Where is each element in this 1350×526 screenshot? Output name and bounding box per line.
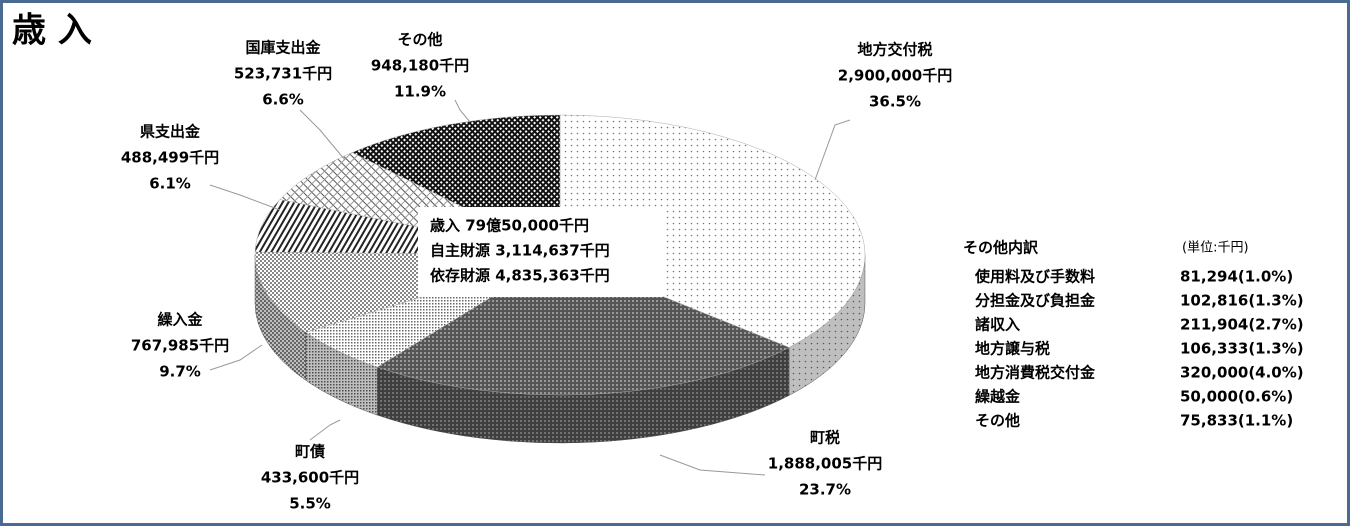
- slice-label: 国庫支出金: [245, 39, 321, 57]
- leader-line: [209, 344, 263, 371]
- breakdown-value: 102,816(1.3%): [1180, 292, 1304, 310]
- slice-value-label: 488,499千円: [121, 149, 219, 167]
- slice-percent-label: 9.7%: [159, 363, 201, 381]
- breakdown-unit: (単位:千円): [1182, 240, 1249, 256]
- slice-side-shade: [789, 255, 865, 396]
- slice-percent-label: 11.9%: [394, 83, 446, 101]
- breakdown-title: その他内訳: [963, 239, 1039, 257]
- leader-line: [309, 419, 341, 441]
- slice-value-label: 433,600千円: [261, 469, 359, 487]
- leader-line: [299, 109, 346, 161]
- breakdown-name: 地方譲与税: [975, 340, 1050, 358]
- slice-percent-label: 6.6%: [262, 91, 304, 109]
- summary-line: 歳入 79億50,000千円: [430, 217, 589, 235]
- slice-side-shade: [255, 255, 306, 381]
- leader-lines: [209, 99, 851, 476]
- breakdown-value: 50,000(0.6%): [1180, 388, 1293, 406]
- breakdown-value: 75,833(1.1%): [1180, 412, 1293, 430]
- slice: [559, 114, 866, 348]
- summary-line: 自主財源 3,114,637千円: [430, 242, 610, 260]
- slice-label: 町税: [810, 429, 840, 447]
- leader-line: [659, 454, 766, 476]
- slice-label: 町債: [295, 443, 325, 461]
- breakdown-name: 地方消費税交付金: [975, 364, 1096, 382]
- slice: [376, 254, 790, 396]
- breakdown-value: 106,333(1.3%): [1180, 340, 1304, 358]
- summary-line: 依存財源 4,835,363千円: [430, 267, 610, 285]
- slice-value-label: 767,985千円: [131, 337, 229, 355]
- pie: [254, 114, 866, 444]
- slice-label: 地方交付税: [857, 41, 932, 59]
- breakdown-value: 211,904(2.7%): [1180, 316, 1304, 334]
- leader-line: [814, 119, 851, 181]
- slice-percent-label: 36.5%: [869, 93, 921, 111]
- slice-percent-label: 6.1%: [149, 175, 191, 193]
- breakdown-value: 81,294(1.0%): [1180, 268, 1293, 286]
- slice-label: その他: [397, 31, 442, 49]
- breakdown-name: 使用料及び手数料: [974, 268, 1095, 286]
- leader-line: [454, 99, 471, 123]
- slice-percent-label: 23.7%: [799, 481, 851, 499]
- slice-value-label: 2,900,000千円: [838, 67, 952, 85]
- chart-title: 歳 入: [12, 11, 92, 51]
- breakdown-name: 諸収入: [975, 316, 1020, 334]
- summary-box: [418, 207, 663, 297]
- slice-label: 繰入金: [157, 311, 203, 329]
- breakdown-table: 使用料及び手数料 81,294(1.0%) 分担金及び負担金 102,816(1.3%…: [974, 268, 1304, 430]
- breakdown-name: その他: [975, 412, 1020, 430]
- breakdown-value: 320,000(4.0%): [1180, 364, 1304, 382]
- slice-value-label: 948,180千円: [371, 57, 469, 75]
- slice-side-shade: [305, 332, 378, 416]
- leader-line: [209, 184, 281, 211]
- slice-value-label: 523,731千円: [234, 65, 332, 83]
- breakdown-name: 繰越金: [975, 388, 1021, 406]
- slice-percent-label: 5.5%: [289, 495, 331, 513]
- slice-value-label: 1,888,005千円: [768, 455, 882, 473]
- slice-side-shade: [377, 347, 790, 443]
- breakdown-name: 分担金及び負担金: [975, 292, 1096, 310]
- slice-label: 県支出金: [140, 123, 201, 141]
